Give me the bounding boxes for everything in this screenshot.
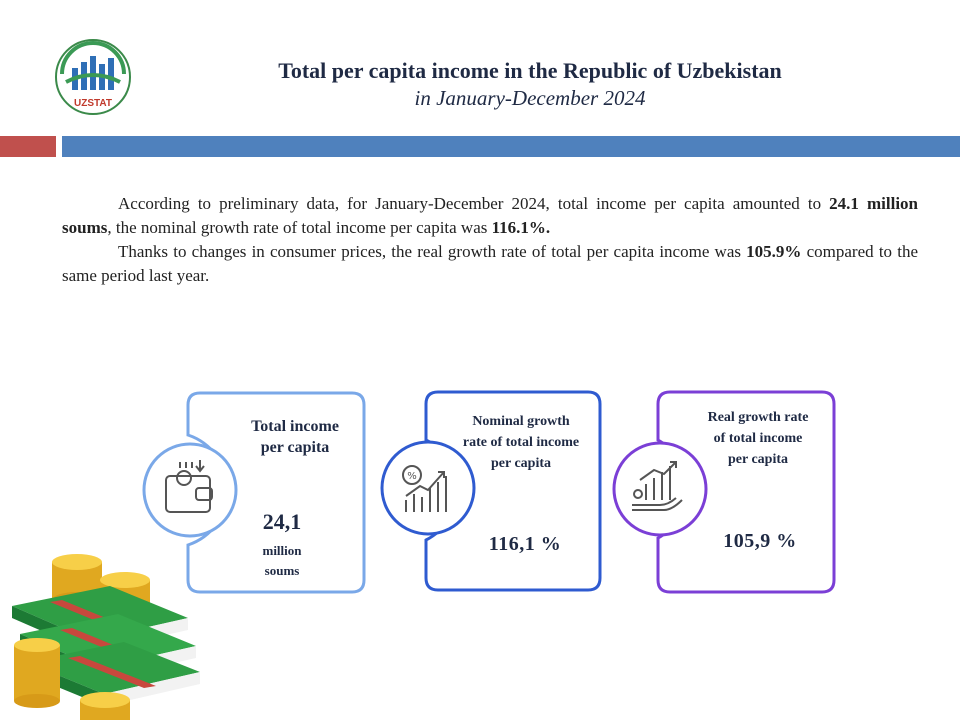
card-nominal-label: Nominal growth rate of total income per … [462,414,580,471]
uzstat-logo: UZSTAT [55,39,131,115]
card-nominal-value: 116,1 % [488,533,562,555]
coin-stack-front [14,638,130,720]
card-real-label: Real growth rate of total income per cap… [707,410,809,467]
summary-text: According to preliminary data, for Janua… [62,192,918,288]
card-income-frame [142,391,366,594]
page-title: Total per capita income in the Republic … [278,58,782,83]
accent-bar-blue [62,136,960,157]
card-income-unit: million soums [262,543,302,578]
wallet-icon [165,460,213,513]
logo-text: UZSTAT [74,98,112,109]
paragraph-1: According to preliminary data, for Janua… [62,194,918,237]
card-real-frame [612,390,836,594]
paragraph-2: Thanks to changes in consumer prices, th… [62,242,918,285]
card-real-value: 105,9 % [723,530,797,552]
real-highlight: 105.9% [746,242,802,261]
accent-bar-red [0,136,56,157]
nominal-highlight: 116.1%. [491,218,551,237]
growth-chart-icon: % [402,465,447,512]
banknote-stack [12,586,200,706]
money-pile-illustration [12,554,200,720]
hand-chart-icon [632,461,683,511]
svg-text:%: % [407,471,417,482]
page-subtitle: in January-December 2024 [414,86,646,110]
income-highlight: 24.1 million soums [62,194,918,237]
card-income-value: 24,1 [262,509,302,534]
header: Total per capita income in the Republic … [180,58,880,111]
card-income-label: Total income per capita [251,418,339,456]
